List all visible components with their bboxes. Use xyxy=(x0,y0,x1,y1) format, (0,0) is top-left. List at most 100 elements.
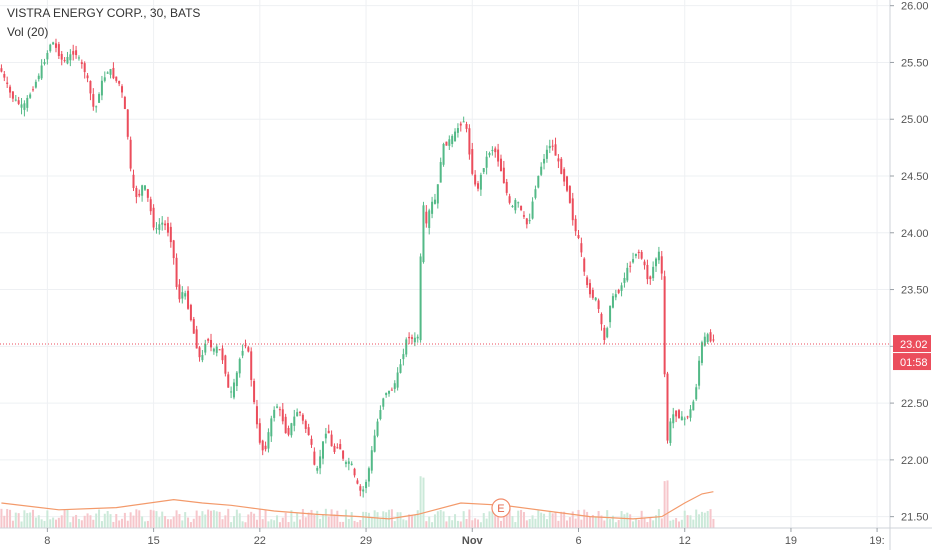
candle-body xyxy=(491,149,494,151)
volume-bar xyxy=(568,517,571,528)
candle-body xyxy=(583,258,586,272)
volume-bar xyxy=(77,518,80,528)
volume-bar xyxy=(350,512,353,528)
candle-body xyxy=(0,68,3,72)
candle-body xyxy=(224,355,227,374)
volume-bar xyxy=(634,518,637,528)
volume-bar xyxy=(72,516,75,528)
price-axis-label: 24.50 xyxy=(901,171,929,183)
candle-body xyxy=(57,44,60,57)
volume-bar xyxy=(192,518,195,528)
volume-bar xyxy=(330,509,333,528)
volume-bar xyxy=(57,517,60,528)
volume-bar xyxy=(92,519,95,528)
candle-body xyxy=(525,218,528,225)
volume-bar xyxy=(118,520,121,528)
candle-body xyxy=(534,189,537,198)
candle-body xyxy=(333,445,336,452)
volume-bar xyxy=(522,512,525,528)
volume-bar xyxy=(373,510,376,528)
volume-bar xyxy=(207,509,210,528)
candle-body xyxy=(543,158,546,164)
volume-bar xyxy=(537,510,540,528)
volume-bar xyxy=(344,509,347,528)
volume-bar xyxy=(336,510,339,528)
volume-bar xyxy=(413,514,416,528)
volume-bar xyxy=(402,519,405,528)
candle-body xyxy=(663,276,666,375)
volume-bar xyxy=(17,513,20,528)
volume-bar xyxy=(227,508,230,528)
candle-body xyxy=(419,256,422,341)
volume-bar xyxy=(121,518,124,528)
candle-body xyxy=(109,69,112,75)
candle-body xyxy=(474,174,477,185)
candle-body xyxy=(502,167,505,183)
candle-body xyxy=(232,382,235,398)
candle-body xyxy=(669,421,672,443)
volume-bar xyxy=(431,522,434,528)
volume-bar xyxy=(712,518,715,528)
candle-body xyxy=(6,82,9,84)
candle-body xyxy=(373,435,376,452)
volume-bar xyxy=(695,509,698,528)
candle-body xyxy=(155,228,158,230)
candle-body xyxy=(54,43,57,48)
volume-bar xyxy=(396,512,399,528)
volume-bar xyxy=(399,512,402,528)
candle-body xyxy=(468,128,471,155)
volume-bar xyxy=(551,513,554,528)
candle-body xyxy=(72,51,75,55)
volume-bar xyxy=(629,514,632,528)
candle-body xyxy=(316,467,319,471)
volume-bar xyxy=(40,519,43,528)
volume-bar xyxy=(281,517,284,528)
volume-bar xyxy=(416,510,419,528)
volume-bar xyxy=(491,511,494,528)
price-axis-label: 25.00 xyxy=(901,114,929,126)
candle-body xyxy=(588,283,591,295)
volume-bar xyxy=(609,519,612,528)
candle-body xyxy=(296,412,299,417)
candle-body xyxy=(32,89,35,91)
candle-body xyxy=(14,99,17,101)
volume-bar xyxy=(505,510,508,528)
volume-bar xyxy=(488,511,491,528)
last-price-badge xyxy=(893,335,931,353)
candle-body xyxy=(293,416,296,426)
volume-bar xyxy=(410,515,413,528)
candle-body xyxy=(686,416,689,418)
volume-bar xyxy=(640,510,643,528)
volume-bar xyxy=(155,511,158,528)
candle-body xyxy=(522,215,525,217)
volume-bar xyxy=(166,519,169,528)
candle-body xyxy=(135,188,138,197)
candle-body xyxy=(362,489,365,492)
volume-bar xyxy=(367,512,370,528)
volume-bar xyxy=(60,515,63,528)
volume-indicator-label[interactable]: Vol (20) xyxy=(7,25,49,39)
candle-body xyxy=(557,158,560,162)
volume-bar xyxy=(66,509,69,528)
candle-body xyxy=(80,62,83,64)
volume-bar xyxy=(583,509,586,528)
candle-body xyxy=(571,198,574,221)
price-axis-label: 24.00 xyxy=(901,228,929,240)
candle-body xyxy=(465,124,468,129)
volume-bar xyxy=(462,511,465,528)
volume-bar xyxy=(382,511,385,528)
volume-bar xyxy=(548,511,551,528)
candle-body xyxy=(83,63,86,73)
volume-bar xyxy=(126,520,129,528)
candle-body xyxy=(138,193,141,196)
candle-body xyxy=(660,256,663,274)
volume-bar xyxy=(620,511,623,528)
candle-body xyxy=(396,372,399,388)
volume-bar xyxy=(520,509,523,528)
candle-body xyxy=(365,481,368,489)
candle-body xyxy=(692,401,695,411)
volume-bar xyxy=(161,511,164,528)
candle-body xyxy=(445,141,448,146)
candle-body xyxy=(680,416,683,421)
